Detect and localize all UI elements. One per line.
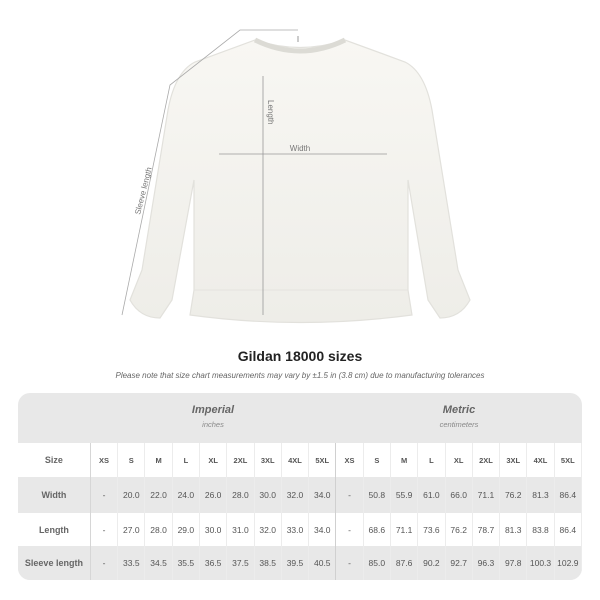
metric-cell: 96.3 [473, 546, 501, 580]
metric-cell: 71.1 [473, 477, 501, 513]
row-label: Size [18, 443, 91, 477]
imperial-cell: 35.5 [173, 546, 200, 580]
metric-cell: 87.6 [391, 546, 419, 580]
imperial-cell: 28.0 [227, 477, 255, 513]
width-label: Width [290, 144, 310, 153]
metric-cell: 71.1 [391, 513, 419, 546]
imperial-cell: 29.0 [173, 513, 200, 546]
metric-cell: 92.7 [446, 546, 473, 580]
imperial-cell: 30.0 [255, 477, 282, 513]
size-header-cell: 5XL [309, 443, 337, 477]
size-header-cell: 2XL [473, 443, 501, 477]
metric-cell: - [336, 513, 364, 546]
imperial-cell: 40.5 [309, 546, 337, 580]
metric-cell: 97.8 [500, 546, 528, 580]
imperial-unit: inches [202, 420, 224, 429]
imperial-cell: 31.0 [227, 513, 255, 546]
imperial-cell: 20.0 [118, 477, 146, 513]
metric-cell: 73.6 [418, 513, 446, 546]
metric-unit: centimeters [439, 420, 479, 429]
size-header-cell: 4XL [282, 443, 310, 477]
metric-label: Metric [442, 404, 476, 416]
sweatshirt-image: Length Width Sleeve length [121, 29, 471, 324]
imperial-cell: 36.5 [200, 546, 228, 580]
imperial-cell: 32.0 [255, 513, 282, 546]
imperial-cell: - [91, 513, 119, 546]
imperial-cell: 39.5 [282, 546, 310, 580]
metric-cell: - [336, 477, 364, 513]
size-header-cell: L [173, 443, 200, 477]
metric-cell: 81.3 [527, 477, 555, 513]
imperial-cell: 38.5 [255, 546, 282, 580]
metric-cell: 66.0 [446, 477, 473, 513]
imperial-cell: 30.0 [200, 513, 228, 546]
metric-cell: 102.9 [555, 546, 582, 580]
row-label: Length [18, 513, 91, 546]
imperial-cell: 22.0 [145, 477, 173, 513]
metric-cell: 68.6 [364, 513, 391, 546]
imperial-cell: 28.0 [145, 513, 173, 546]
imperial-cell: 33.5 [118, 546, 146, 580]
metric-cell: 50.8 [364, 477, 391, 513]
metric-cell: 81.3 [500, 513, 528, 546]
sleeve-length-label: Sleeve length [133, 166, 153, 215]
size-table: Imperial inches Metric centimeters Size X… [18, 393, 582, 580]
size-header-cell: 3XL [255, 443, 282, 477]
size-header-cell: XL [200, 443, 228, 477]
imperial-cell: 34.5 [145, 546, 173, 580]
size-header-cell: XS [91, 443, 119, 477]
metric-cell: 90.2 [418, 546, 446, 580]
metric-cell: 100.3 [527, 546, 555, 580]
table-row: Sleeve length -33.5 34.5 35.5 36.5 37.5 38.5 39… [18, 546, 582, 580]
imperial-cell: - [91, 477, 119, 513]
size-header-cell: 4XL [527, 443, 555, 477]
metric-cell: 61.0 [418, 477, 446, 513]
size-header-cell: S [364, 443, 391, 477]
size-header-cell: 2XL [227, 443, 255, 477]
size-header-cell: M [391, 443, 419, 477]
size-header-cell: 3XL [500, 443, 528, 477]
imperial-cell: 26.0 [200, 477, 228, 513]
metric-cell: 55.9 [391, 477, 419, 513]
chart-title: Gildan 18000 sizes [237, 348, 363, 364]
metric-cell: 85.0 [364, 546, 391, 580]
imperial-cell: 33.0 [282, 513, 310, 546]
length-label: Length [266, 100, 275, 124]
imperial-cell: 32.0 [282, 477, 310, 513]
metric-cell: 76.2 [500, 477, 528, 513]
imperial-cell: 34.0 [309, 513, 337, 546]
metric-cell: 83.8 [527, 513, 555, 546]
imperial-cell: 34.0 [309, 477, 337, 513]
tolerance-note: Please note that size chart measurements… [115, 371, 485, 380]
size-header-cell: S [118, 443, 146, 477]
metric-cell: 86.4 [555, 513, 582, 546]
imperial-header: Imperial inches [90, 393, 336, 443]
row-label: Width [18, 477, 91, 513]
metric-header: Metric centimeters [336, 393, 582, 443]
metric-cell: - [336, 546, 364, 580]
imperial-cell: 37.5 [227, 546, 255, 580]
table-row: Length -27.0 28.0 29.0 30.0 31.0 32.0 33.0 34.0-… [18, 513, 582, 546]
imperial-cell: 24.0 [173, 477, 200, 513]
size-header-cell: 5XL [555, 443, 582, 477]
metric-cell: 78.7 [473, 513, 501, 546]
imperial-label: Imperial [191, 404, 235, 416]
size-header-cell: L [418, 443, 446, 477]
row-label: Sleeve length [18, 546, 91, 580]
size-header-cell: XL [446, 443, 473, 477]
metric-cell: 76.2 [446, 513, 473, 546]
table-row: Width -20.0 22.0 24.0 26.0 28.0 30.0 32.0 34.0-5… [18, 477, 582, 513]
size-header-cell: XS [336, 443, 364, 477]
metric-cell: 86.4 [555, 477, 582, 513]
imperial-cell: 27.0 [118, 513, 146, 546]
size-header-row: Size XS S M L XL 2XL 3XL 4XL 5XL XS S M L XL 2XL 3XL 4XL 5… [18, 443, 582, 477]
imperial-cell: - [91, 546, 119, 580]
size-header-cell: M [145, 443, 173, 477]
